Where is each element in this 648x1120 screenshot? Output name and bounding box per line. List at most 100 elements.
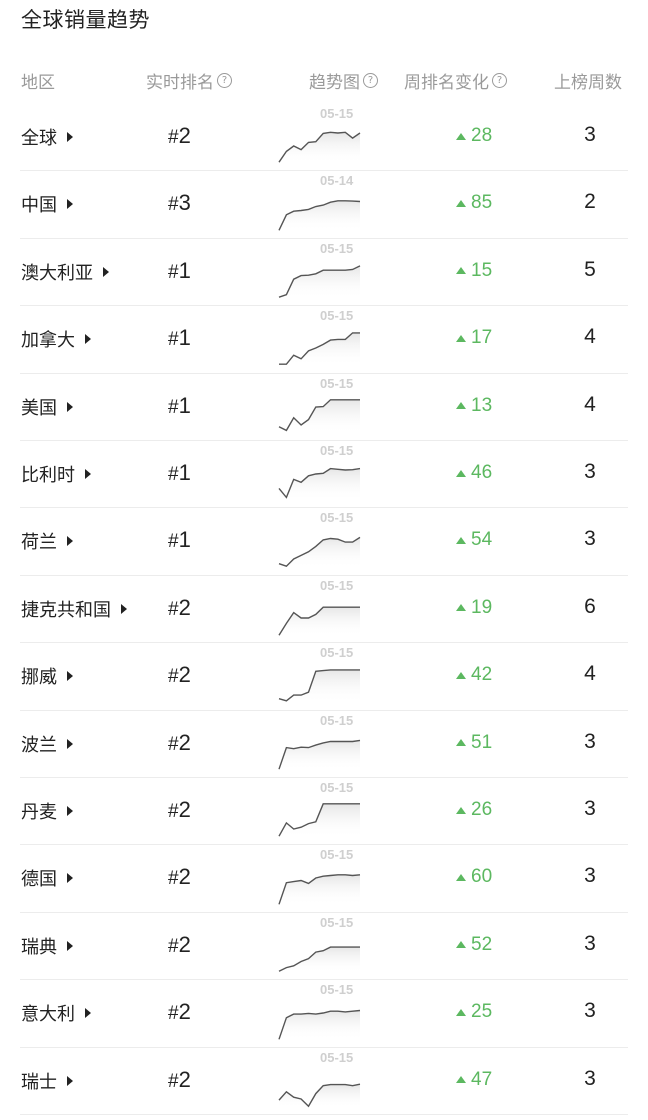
trend-date: 05-15 [320, 712, 354, 728]
table-row[interactable]: 波兰 #2 05-15 51 3 [0, 711, 648, 778]
trend-sparkline[interactable] [278, 175, 362, 235]
table-row[interactable]: 比利时 #1 05-15 46 3 [0, 441, 648, 509]
weeks-on-chart: 2 [584, 190, 596, 214]
weeks-on-chart: 4 [584, 325, 596, 349]
weekly-change: 60 [456, 866, 492, 888]
rank-number: 1 [178, 392, 191, 418]
rank-number: 2 [178, 729, 191, 755]
region-link[interactable]: 中国 [21, 191, 73, 217]
trend-sparkline[interactable] [278, 849, 362, 909]
trend-sparkline[interactable] [278, 1052, 362, 1112]
caret-right-icon [67, 738, 73, 749]
trend-line [278, 1083, 361, 1107]
trend-sparkline[interactable] [278, 108, 362, 168]
region-link[interactable]: 澳大利亚 [21, 259, 109, 285]
trend-sparkline[interactable] [278, 445, 362, 505]
table-row[interactable]: 瑞典 #2 05-15 52 3 [0, 913, 648, 981]
arrow-up-icon [456, 671, 466, 679]
region-link[interactable]: 加拿大 [21, 326, 91, 352]
table-row[interactable]: 意大利 #2 05-15 25 3 [0, 980, 648, 1048]
trend-line [278, 606, 360, 636]
trend-sparkline[interactable] [278, 310, 362, 370]
page-title: 全球销量趋势 [21, 8, 150, 32]
region-name: 中国 [21, 195, 57, 217]
region-name: 捷克共和国 [21, 599, 111, 621]
trend-area [279, 606, 360, 636]
region-link[interactable]: 意大利 [21, 1000, 91, 1026]
trend-area [279, 201, 360, 232]
weekly-change-value: 46 [471, 462, 493, 483]
header-weekly-change-label: 周排名变化 [404, 73, 489, 93]
trend-sparkline[interactable] [278, 782, 362, 842]
region-name: 全球 [21, 128, 57, 149]
region-name: 德国 [21, 869, 57, 891]
table-row[interactable]: 中国 #3 05-14 85 2 [0, 171, 648, 239]
table-row[interactable]: 澳大利亚 #1 05-15 15 5 [0, 239, 648, 307]
rank-hash: # [168, 598, 179, 620]
table-row[interactable]: 挪威 #2 05-15 42 4 [0, 643, 648, 711]
arrow-up-icon [456, 402, 466, 410]
region-link[interactable]: 美国 [21, 394, 73, 420]
weeks-on-chart: 3 [584, 864, 596, 888]
rank-hash: # [168, 801, 179, 822]
region-link[interactable]: 荷兰 [21, 528, 73, 554]
weeks-on-chart: 3 [584, 999, 596, 1023]
trend-sparkline[interactable] [278, 378, 362, 438]
trend-sparkline[interactable] [278, 917, 362, 977]
help-icon[interactable]: ? [492, 73, 507, 88]
table-row[interactable]: 加拿大 #1 05-15 17 4 [0, 306, 648, 374]
row-divider [20, 1113, 628, 1115]
weekly-change: 15 [456, 260, 492, 282]
table-row[interactable]: 丹麦 #2 05-15 26 3 [0, 778, 648, 846]
rank-number: 2 [178, 123, 191, 148]
rank-hash: # [168, 464, 179, 485]
rank-hash: # [168, 261, 179, 283]
table-row[interactable]: 美国 #1 05-15 13 4 [0, 374, 648, 441]
realtime-rank: #2 [168, 999, 191, 1025]
caret-right-icon [67, 806, 73, 816]
table-row[interactable]: 全球 #2 05-15 28 3 [0, 104, 648, 172]
trend-sparkline[interactable] [278, 512, 362, 572]
realtime-rank: #2 [168, 662, 191, 688]
row-divider [20, 439, 628, 441]
region-link[interactable]: 德国 [21, 865, 73, 891]
weeks-on-chart: 4 [584, 662, 596, 686]
table-row[interactable]: 瑞士 #2 05-15 47 3 [0, 1048, 648, 1115]
weekly-change: 25 [456, 1001, 492, 1023]
table-row[interactable]: 荷兰 #1 05-15 54 3 [0, 508, 648, 576]
trend-sparkline[interactable] [278, 647, 362, 707]
weeks-on-chart: 3 [584, 797, 596, 820]
region-link[interactable]: 波兰 [21, 731, 73, 757]
trend-sparkline[interactable] [278, 243, 362, 303]
header-weekly-change: 周排名变化 ? [404, 68, 507, 93]
region-link[interactable]: 比利时 [21, 461, 91, 487]
header-region: 地区 [21, 68, 55, 93]
trend-date: 05-15 [320, 645, 354, 661]
region-link[interactable]: 捷克共和国 [21, 596, 127, 622]
arrow-up-icon [456, 739, 466, 747]
weekly-change-value: 60 [471, 866, 493, 888]
table-row[interactable]: 捷克共和国 #2 05-15 19 6 [0, 576, 648, 644]
header-weeks-label: 上榜周数 [554, 73, 622, 93]
trend-line [278, 946, 360, 972]
region-link[interactable]: 瑞士 [21, 1068, 73, 1094]
help-icon[interactable]: ? [363, 73, 378, 88]
weekly-change: 19 [456, 597, 492, 619]
trend-sparkline[interactable] [278, 715, 362, 775]
trend-date: 05-15 [320, 375, 354, 391]
trend-sparkline[interactable] [278, 984, 362, 1044]
trend-line [278, 669, 360, 702]
rank-number: 2 [178, 1066, 191, 1092]
region-link[interactable]: 瑞典 [21, 933, 73, 959]
table-row[interactable]: 德国 #2 05-15 60 3 [0, 845, 648, 913]
region-link[interactable]: 丹麦 [21, 798, 73, 824]
help-icon[interactable]: ? [217, 73, 232, 88]
header-rank: 实时排名 ? [146, 68, 232, 93]
region-name: 澳大利亚 [21, 262, 93, 284]
weekly-change-value: 47 [471, 1068, 493, 1090]
weeks-on-chart: 5 [584, 257, 596, 281]
caret-right-icon [67, 401, 73, 412]
region-link[interactable]: 全球 [21, 124, 73, 150]
region-link[interactable]: 挪威 [21, 663, 73, 689]
trend-sparkline[interactable] [278, 580, 362, 640]
